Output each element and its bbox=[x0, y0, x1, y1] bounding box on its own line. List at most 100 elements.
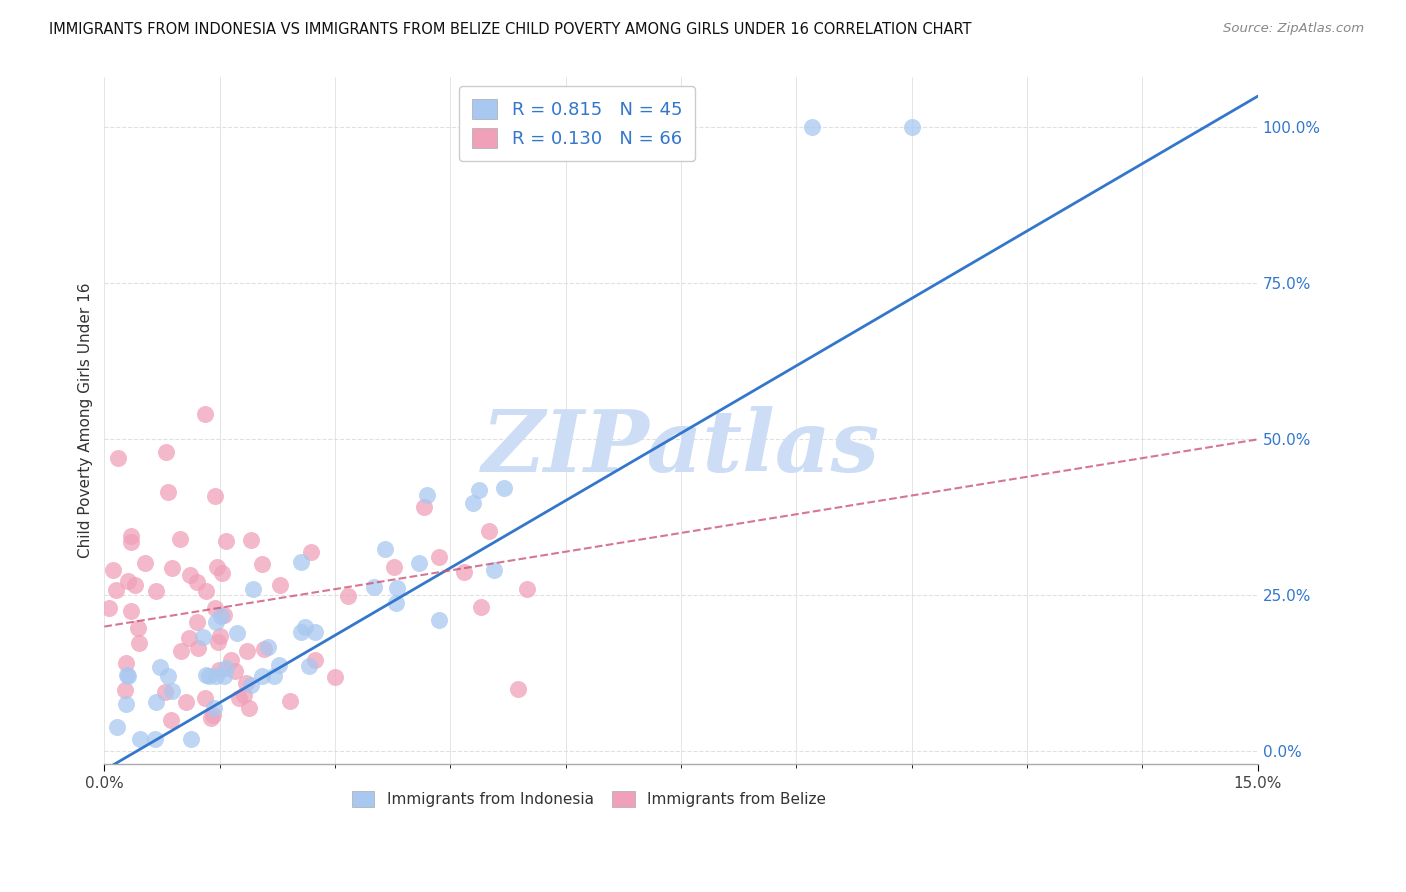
Point bbox=[290, 624, 312, 639]
Point bbox=[205, 669, 228, 683]
Point bbox=[516, 582, 538, 596]
Point bbox=[177, 632, 200, 646]
Point bbox=[374, 541, 396, 556]
Point bbox=[207, 634, 229, 648]
Point bbox=[153, 684, 176, 698]
Point bbox=[179, 567, 201, 582]
Point bbox=[204, 601, 226, 615]
Point bbox=[194, 668, 217, 682]
Point bbox=[160, 684, 183, 698]
Point bbox=[416, 487, 439, 501]
Point bbox=[263, 669, 285, 683]
Point bbox=[128, 731, 150, 746]
Point bbox=[508, 682, 530, 697]
Point bbox=[120, 529, 142, 543]
Point bbox=[145, 695, 167, 709]
Point bbox=[215, 661, 238, 675]
Point bbox=[236, 644, 259, 658]
Point bbox=[278, 694, 301, 708]
Point bbox=[191, 630, 214, 644]
Text: IMMIGRANTS FROM INDONESIA VS IMMIGRANTS FROM BELIZE CHILD POVERTY AMONG GIRLS UN: IMMIGRANTS FROM INDONESIA VS IMMIGRANTS … bbox=[49, 22, 972, 37]
Point bbox=[363, 580, 385, 594]
Point bbox=[120, 535, 142, 549]
Point bbox=[149, 660, 172, 674]
Point bbox=[202, 708, 225, 723]
Point bbox=[901, 120, 924, 135]
Point bbox=[304, 653, 326, 667]
Y-axis label: Child Poverty Among Girls Under 16: Child Poverty Among Girls Under 16 bbox=[79, 283, 93, 558]
Point bbox=[194, 408, 217, 422]
Point bbox=[240, 678, 263, 692]
Point bbox=[180, 731, 202, 746]
Point bbox=[453, 565, 475, 579]
Point bbox=[215, 534, 238, 549]
Point bbox=[413, 500, 436, 514]
Legend: Immigrants from Indonesia, Immigrants from Belize: Immigrants from Indonesia, Immigrants fr… bbox=[344, 783, 834, 814]
Point bbox=[212, 669, 235, 683]
Point bbox=[468, 483, 491, 497]
Point bbox=[198, 669, 221, 683]
Point bbox=[187, 641, 209, 656]
Point bbox=[107, 451, 129, 466]
Point bbox=[304, 625, 326, 640]
Point bbox=[232, 688, 254, 702]
Point bbox=[98, 601, 121, 615]
Point bbox=[385, 581, 408, 595]
Point bbox=[205, 559, 228, 574]
Point bbox=[235, 676, 257, 690]
Point bbox=[209, 608, 232, 623]
Point bbox=[117, 669, 139, 683]
Point bbox=[204, 489, 226, 503]
Point bbox=[117, 574, 139, 589]
Point bbox=[299, 545, 322, 559]
Point bbox=[337, 589, 360, 603]
Point bbox=[174, 695, 197, 709]
Point bbox=[128, 636, 150, 650]
Point bbox=[463, 496, 485, 510]
Point bbox=[252, 669, 274, 683]
Point bbox=[240, 533, 263, 547]
Point bbox=[290, 555, 312, 569]
Point bbox=[408, 557, 430, 571]
Point bbox=[298, 659, 321, 673]
Point bbox=[105, 720, 128, 734]
Point bbox=[124, 578, 146, 592]
Point bbox=[219, 653, 242, 667]
Point bbox=[228, 691, 250, 706]
Point bbox=[195, 584, 218, 599]
Point bbox=[224, 665, 246, 679]
Point bbox=[478, 524, 501, 538]
Point bbox=[200, 711, 222, 725]
Point bbox=[120, 603, 142, 617]
Point bbox=[323, 670, 346, 684]
Point bbox=[242, 582, 264, 596]
Point bbox=[267, 658, 290, 673]
Point bbox=[427, 613, 450, 627]
Point bbox=[382, 560, 405, 574]
Point bbox=[205, 615, 228, 629]
Point bbox=[208, 663, 231, 677]
Point bbox=[269, 578, 291, 592]
Point bbox=[127, 621, 149, 635]
Point bbox=[162, 561, 184, 575]
Point bbox=[194, 690, 217, 705]
Point bbox=[238, 700, 260, 714]
Point bbox=[169, 532, 191, 546]
Point bbox=[156, 669, 179, 683]
Point bbox=[257, 640, 280, 655]
Point bbox=[482, 563, 505, 577]
Point bbox=[114, 682, 136, 697]
Point bbox=[186, 575, 208, 590]
Point bbox=[101, 563, 124, 577]
Point bbox=[134, 556, 156, 570]
Point bbox=[384, 596, 406, 610]
Point bbox=[156, 484, 179, 499]
Point bbox=[115, 668, 138, 682]
Point bbox=[294, 620, 316, 634]
Point bbox=[494, 481, 516, 495]
Point bbox=[104, 582, 127, 597]
Point bbox=[115, 657, 138, 671]
Point bbox=[252, 557, 274, 571]
Point bbox=[800, 120, 823, 135]
Point bbox=[186, 615, 208, 629]
